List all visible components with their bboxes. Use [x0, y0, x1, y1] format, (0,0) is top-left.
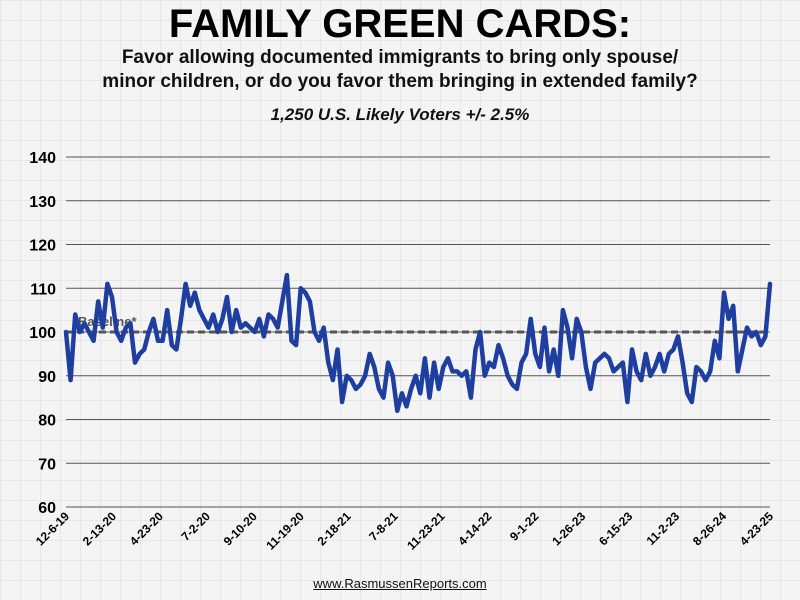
- chart-question: Favor allowing documented immigrants to …: [20, 46, 780, 94]
- x-tick-label: 11-23-21: [404, 509, 448, 553]
- x-tick-label: 4-23-20: [127, 509, 166, 548]
- y-tick-label: 80: [38, 413, 56, 430]
- series-group: [63, 272, 773, 414]
- series-line: [63, 272, 773, 414]
- grid-lines: [66, 156, 770, 508]
- x-tick-label: 11-19-20: [263, 509, 307, 553]
- x-tick-label: 2-18-21: [315, 509, 354, 548]
- y-axis-ticks: 60 70 80 90 100 110 120 130 140: [29, 150, 56, 517]
- sample-subtitle: 1,250 U.S. Likely Voters +/- 2.5%: [270, 105, 530, 124]
- y-tick-label: 90: [38, 369, 56, 386]
- baseline-label: Baseline*: [78, 314, 137, 329]
- y-tick-label: 110: [30, 281, 56, 298]
- y-tick-label: 140: [29, 150, 56, 167]
- source-link[interactable]: www.RasmussenReports.com: [313, 576, 487, 591]
- question-line-2: minor children, or do you favor them bri…: [102, 71, 698, 92]
- x-tick-label: 11-2-23: [644, 509, 683, 548]
- y-tick-label: 130: [29, 194, 56, 211]
- baseline-reference: Baseline*: [66, 314, 770, 334]
- x-tick-label: 9-10-20: [221, 509, 260, 548]
- x-tick-label: 6-15-23: [596, 509, 635, 548]
- x-axis-ticks: 12-6-19 2-13-20 4-23-20 7-2-20 9-10-20 11-19-…: [33, 509, 776, 553]
- x-tick-label: 7-8-21: [366, 509, 401, 544]
- question-line-1: Favor allowing documented immigrants to …: [121, 47, 679, 68]
- chart-title: FAMILY GREEN CARDS:: [168, 2, 632, 46]
- x-tick-label: 9-1-22: [507, 509, 542, 544]
- x-tick-label: 2-13-20: [80, 509, 119, 548]
- y-tick-label: 100: [29, 325, 56, 342]
- y-tick-label: 120: [29, 238, 56, 255]
- x-tick-label: 8-26-24: [690, 509, 729, 548]
- x-tick-label: 4-23-25: [737, 509, 776, 548]
- x-tick-label: 7-2-20: [178, 509, 213, 544]
- y-tick-label: 60: [38, 500, 56, 517]
- y-tick-label: 70: [38, 456, 56, 473]
- x-tick-label: 1-26-23: [549, 509, 588, 548]
- x-tick-label: 4-14-22: [455, 509, 494, 548]
